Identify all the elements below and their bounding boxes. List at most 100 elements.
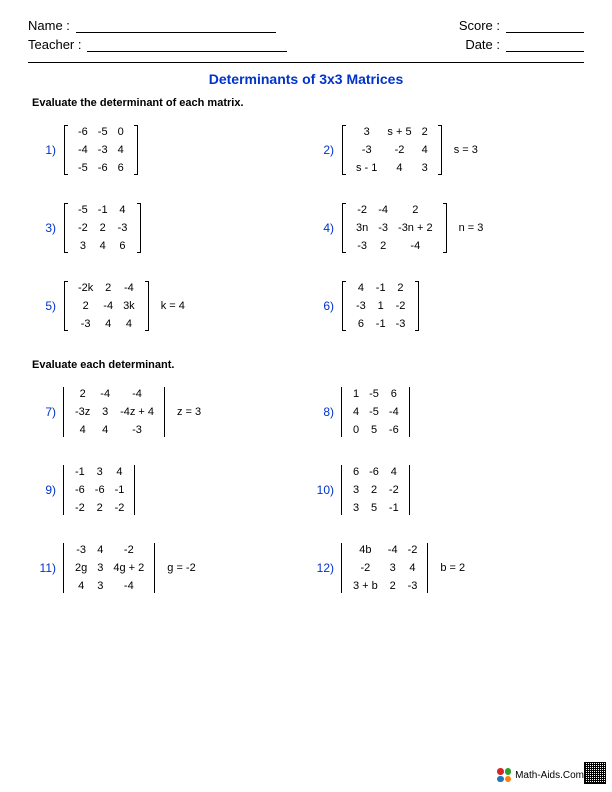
matrix-cell: 0 [113,123,129,141]
matrix-cell: 2 [364,481,384,499]
matrix-cell: 2 [73,297,98,315]
matrix-cell: -2 [382,141,416,159]
matrix-cell: 4 [113,201,133,219]
matrix-cell: 2 [70,385,95,403]
matrix-cell: -6 [73,123,93,141]
matrix-table: 4b-4-2-2343 + b2-3 [348,541,422,595]
bracket-right-icon [442,201,449,255]
matrix-cell: 4 [98,315,118,333]
matrix-cell: 4 [417,141,433,159]
matrix-cell: 4 [348,403,364,421]
matrix-cell: 3 [92,559,108,577]
problem-condition: z = 3 [177,406,201,418]
matrix-cell: -3 [115,421,159,439]
bracket-right-icon [144,279,151,333]
matrix-cell: 4 [118,315,140,333]
matrix-cell: -1 [70,463,90,481]
matrix-cell: 2 [417,123,433,141]
matrix-cell: 2g [70,559,92,577]
problem-number: 12) [306,561,340,575]
matrix-cell: -3 [391,315,411,333]
problem-condition: n = 3 [459,222,484,234]
matrix-cell: 3 [348,481,364,499]
problem: 4)-2-423n-3-3n + 2-32-4n = 3 [306,197,584,259]
name-label: Name : [28,18,70,33]
problem: 10)6-6432-235-1 [306,459,584,521]
section2-instructions: Evaluate each determinant. [32,359,584,371]
problem: 11)-34-22g34g + 243-4g = -2 [28,537,306,599]
matrix-cell: -4 [115,385,159,403]
matrix-cell: -5 [93,123,113,141]
matrix-cell: -4 [118,279,140,297]
header-row-2: Teacher : Date : [28,37,584,52]
page-title: Determinants of 3x3 Matrices [28,71,584,87]
vbar-left-icon [62,541,66,595]
problem: 9)-134-6-6-1-22-2 [28,459,306,521]
matrix-cell: 2 [391,279,411,297]
problem-number: 6) [306,299,340,313]
matrix: 6-6432-235-1 [340,463,412,517]
divider [28,62,584,63]
problem: 2)3s + 52-3-24s - 143s = 3 [306,119,584,181]
problem: 6)4-12-31-26-1-3 [306,275,584,337]
score-blank[interactable] [506,19,584,33]
problem-number: 8) [306,405,340,419]
teacher-field: Teacher : [28,37,287,52]
vbar-left-icon [340,463,344,517]
matrix-cell: -5 [73,159,93,177]
matrix-cell: 3 [383,559,403,577]
problem-number: 1) [28,143,62,157]
matrix: 4-12-31-26-1-3 [340,279,421,333]
matrix-cell: 4 [92,541,108,559]
matrix-cell: 4 [351,279,371,297]
matrix-cell: -3 [351,237,373,255]
matrix: -6-50-4-34-5-66 [62,123,140,177]
matrix-cell: s + 5 [382,123,416,141]
matrix-table: 4-12-31-26-1-3 [351,279,410,333]
matrix-cell: -5 [364,403,384,421]
bracket-right-icon [136,201,143,255]
matrix-cell: 4g + 2 [108,559,149,577]
bracket-right-icon [437,123,444,177]
matrix-cell: -6 [364,463,384,481]
matrix-cell: 3 [73,237,93,255]
matrix-cell: 2 [373,237,393,255]
teacher-label: Teacher : [28,37,81,52]
matrix-cell: 4 [382,159,416,177]
matrix-cell: 4 [93,237,113,255]
teacher-blank[interactable] [87,38,287,52]
matrix-cell: 5 [364,421,384,439]
matrix-cell: -4 [108,577,149,595]
problem-number: 10) [306,483,340,497]
matrix-cell: -3 [351,297,371,315]
qr-code-icon [584,762,606,784]
matrix-cell: -1 [93,201,113,219]
matrix: 3s + 52-3-24s - 143 [340,123,444,177]
matrix-cell: 6 [351,315,371,333]
matrix-cell: -4 [383,541,403,559]
matrix-cell: -2 [108,541,149,559]
matrix-cell: 3 [95,403,115,421]
worksheet-page: Name : Score : Teacher : Date : Determin… [0,0,612,625]
problem: 1) -6-50-4-34-5-66 [28,119,306,181]
matrix-cell: 6 [348,463,364,481]
matrix: -34-22g34g + 243-4 [62,541,157,595]
matrix-cell: -1 [371,279,391,297]
name-blank[interactable] [76,19,276,33]
footer: Math-Aids.Com [497,768,584,782]
problem-number: 5) [28,299,62,313]
matrix-cell: 4 [70,577,92,595]
bracket-right-icon [133,123,140,177]
matrix-table: -6-50-4-34-5-66 [73,123,129,177]
matrix-cell: 0 [348,421,364,439]
problem-condition: s = 3 [454,144,478,156]
matrix-cell: 3n [351,219,373,237]
matrix-table: -5-14-22-3346 [73,201,132,255]
date-blank[interactable] [506,38,584,52]
section1-grid: 1)-6-50-4-34-5-662)3s + 52-3-24s - 143s … [28,119,584,353]
matrix-cell: -1 [384,499,404,517]
section2-grid: 7)2-4-4-3z3-4z + 444-3z = 38)1-564-5-405… [28,381,584,615]
matrix-cell: 2 [383,577,403,595]
matrix-table: -2k2-42-43k-344 [73,279,140,333]
matrix-cell: 1 [348,385,364,403]
